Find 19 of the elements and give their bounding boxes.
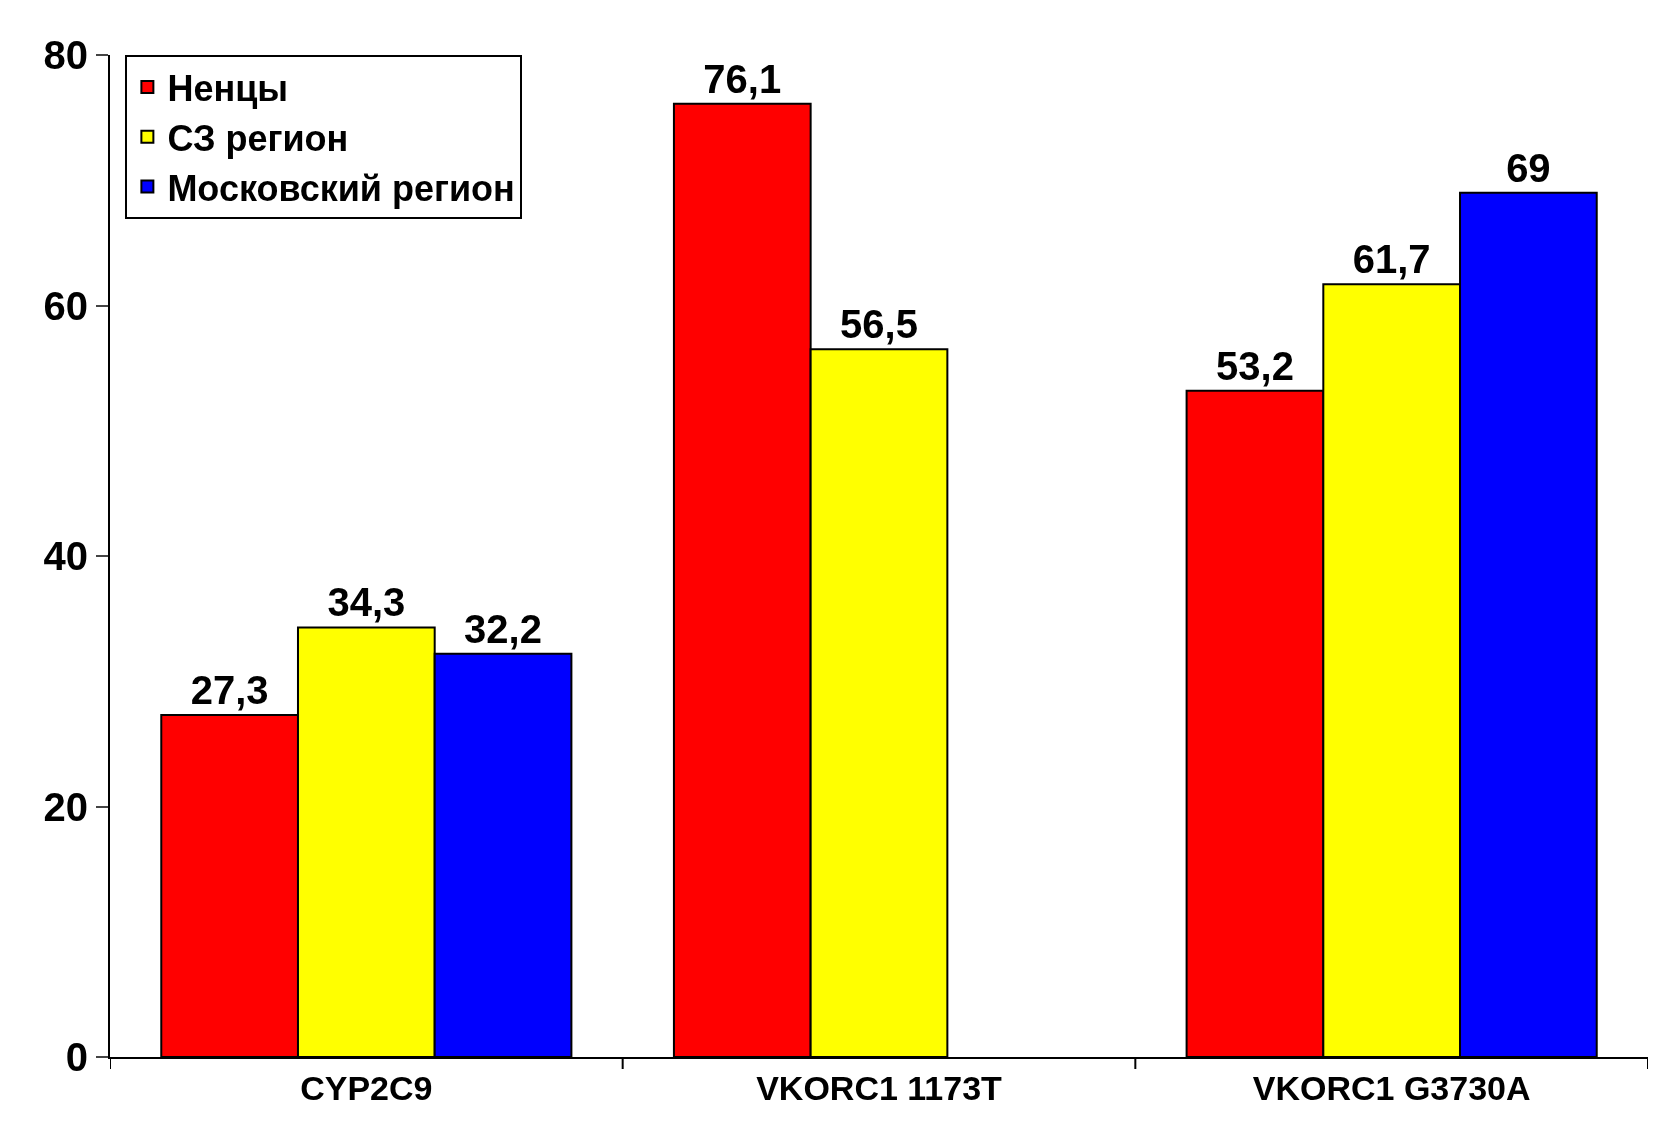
y-tick-label: 60 [43,283,88,328]
x-tick-label: VKORC1 1173T [756,1068,1003,1107]
y-tick-label: 20 [43,784,88,829]
legend-label: Ненцы [167,67,289,109]
y-tick-label: 0 [65,1035,88,1079]
x-tick-label: VKORC1 G3730A [1252,1068,1531,1107]
data-label: 27,3 [190,668,269,713]
data-label: 69 [1506,145,1551,190]
legend-label: Московский регион [167,167,515,209]
y-tick-label: 40 [43,534,88,578]
x-tick-label: CYP2C9 [300,1068,433,1107]
legend-label: СЗ регион [167,117,349,159]
data-label: 76,1 [703,56,782,101]
y-tick-label: 80 [43,33,88,77]
data-label: 32,2 [464,606,542,651]
data-label: 61,7 [1352,237,1431,282]
data-label: 53,2 [1216,343,1294,388]
data-label: 34,3 [327,580,406,625]
data-label: 56,5 [840,302,918,347]
